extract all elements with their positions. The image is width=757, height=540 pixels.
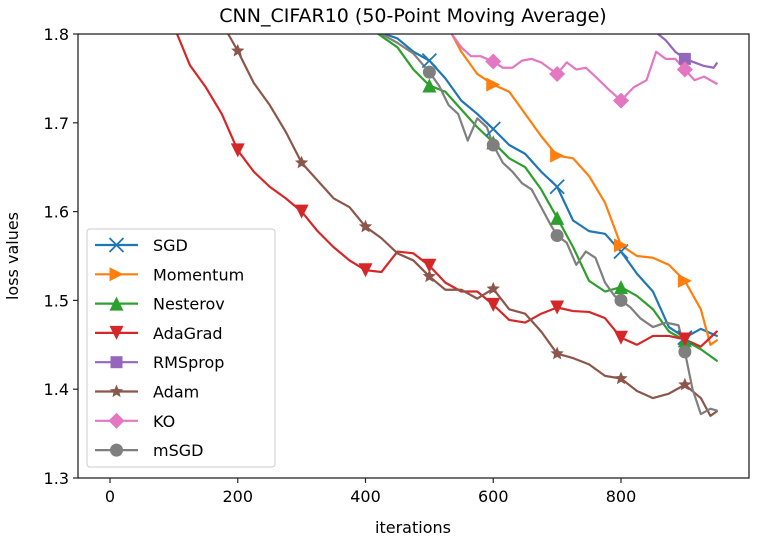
data-point-rmsprop — [678, 52, 691, 65]
data-point-nesterov — [550, 210, 565, 225]
data-point-msgd — [486, 138, 500, 152]
data-point-momentum — [614, 238, 628, 253]
y-tick-label: 1.3 — [44, 469, 69, 488]
data-point-ko — [485, 53, 502, 70]
data-point-momentum — [677, 273, 692, 288]
legend-label: KO — [153, 412, 175, 431]
legend-item-ko: KO — [95, 412, 175, 431]
x-tick-label: 200 — [222, 487, 253, 506]
data-point-adagrad — [422, 258, 437, 273]
legend-marker-icon — [109, 325, 124, 340]
legend-item-adagrad: AdaGrad — [95, 324, 223, 343]
data-point-ko — [549, 65, 566, 82]
legend-label: Momentum — [153, 265, 244, 284]
data-point-adagrad — [230, 143, 245, 158]
data-point-sgd — [485, 121, 501, 137]
series-line-sgd — [383, 34, 718, 339]
series-line-adagrad — [175, 34, 718, 348]
x-tick-label: 600 — [478, 487, 509, 506]
legend-item-nesterov: Nesterov — [95, 295, 225, 314]
legend-label: mSGD — [153, 441, 203, 460]
y-tick-label: 1.4 — [44, 380, 69, 399]
legend-item-adam: Adam — [95, 383, 199, 402]
legend-label: AdaGrad — [153, 324, 223, 343]
data-point-msgd — [614, 293, 628, 307]
legend-item-rmsprop: RMSprop — [95, 353, 224, 372]
data-point-ko — [613, 92, 629, 109]
legend-item-msgd: mSGD — [95, 441, 203, 460]
series-line-adam — [227, 34, 718, 417]
series-line-nesterov — [377, 34, 718, 362]
data-point-adagrad — [294, 204, 309, 219]
data-point-adagrad — [677, 332, 692, 347]
y-tick-label: 1.6 — [44, 203, 69, 222]
legend-label: Adam — [153, 383, 199, 402]
y-axis: 1.3 1.4 1.5 1.6 1.7 1.8 — [44, 25, 78, 488]
data-point-adam — [358, 219, 373, 233]
x-axis: 0 200 400 600 800 — [105, 478, 636, 506]
data-point-ko — [676, 61, 693, 78]
data-point-momentum — [550, 148, 565, 163]
legend-marker-icon — [109, 267, 124, 282]
data-point-sgd — [549, 179, 565, 195]
data-point-adam — [486, 281, 500, 295]
data-point-adam — [422, 269, 437, 283]
chart-title: CNN_CIFAR10 (50-Point Moving Average) — [219, 5, 606, 27]
legend-label: RMSprop — [153, 353, 224, 372]
data-point-nesterov — [422, 78, 437, 93]
legend: SGD Momentum Nesterov AdaGrad RMSprop Adam KO m… — [86, 228, 276, 468]
y-tick-label: 1.7 — [44, 114, 69, 133]
data-point-adam — [678, 377, 692, 391]
data-point-adam — [231, 43, 245, 57]
data-point-nesterov — [614, 280, 628, 295]
legend-marker-icon — [110, 443, 123, 457]
legend-item-sgd: SGD — [95, 236, 188, 255]
x-axis-label: iterations — [375, 518, 451, 537]
data-point-msgd — [550, 229, 564, 243]
data-point-adagrad — [358, 263, 373, 278]
data-point-adam — [294, 155, 309, 169]
legend-label: Nesterov — [153, 295, 225, 314]
legend-marker-icon — [109, 384, 124, 398]
data-point-adam — [550, 346, 564, 360]
x-tick-label: 800 — [606, 487, 637, 506]
y-tick-label: 1.8 — [44, 25, 69, 44]
legend-box — [86, 228, 276, 468]
data-point-momentum — [486, 77, 501, 92]
x-tick-label: 0 — [105, 487, 115, 506]
x-tick-label: 400 — [350, 487, 381, 506]
legend-item-momentum: Momentum — [95, 265, 244, 284]
data-point-sgd — [421, 53, 438, 69]
data-point-adagrad — [486, 297, 501, 312]
legend-marker-icon — [109, 296, 124, 311]
plot-frame — [77, 33, 750, 479]
legend-marker-icon — [108, 237, 125, 253]
legend-label: SGD — [153, 236, 188, 255]
y-axis-label: loss values — [3, 212, 22, 300]
data-point-msgd — [422, 65, 436, 79]
data-point-adagrad — [550, 300, 565, 315]
y-tick-label: 1.5 — [44, 291, 69, 310]
marker-layer — [230, 43, 693, 391]
series-layer — [175, 34, 718, 417]
data-point-adam — [614, 371, 628, 385]
data-point-msgd — [678, 345, 692, 359]
legend-marker-icon — [108, 412, 125, 429]
legend-marker-icon — [110, 356, 123, 369]
data-point-adagrad — [614, 330, 628, 345]
